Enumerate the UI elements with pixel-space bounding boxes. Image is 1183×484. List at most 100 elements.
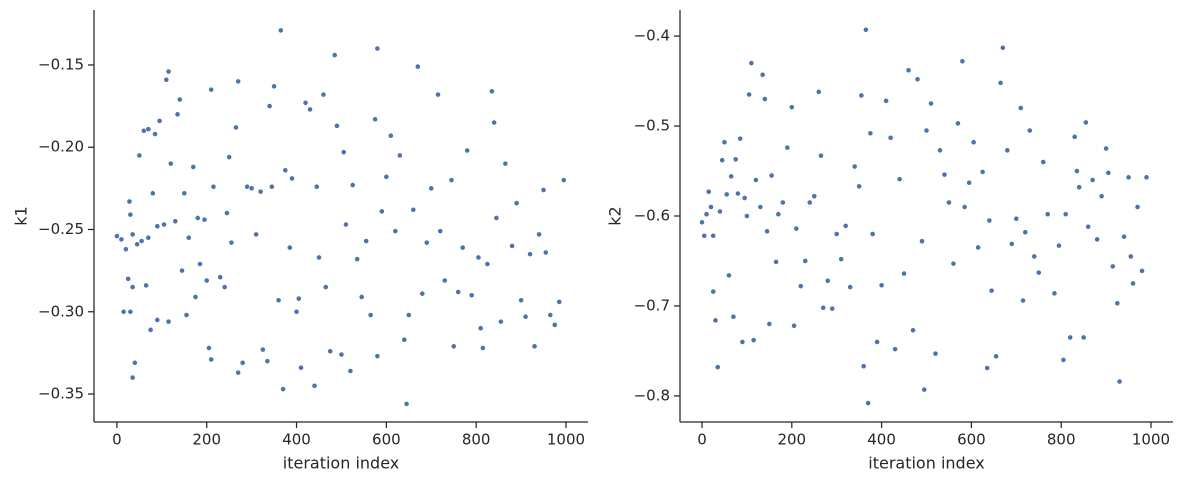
- point: [136, 152, 143, 159]
- point: [710, 232, 717, 239]
- subplot: 0 200 400 600 800 1000 −0.35 −0.30 −0.25 −0.20 −0.…: [12, 10, 588, 473]
- point: [737, 135, 744, 142]
- point: [766, 321, 773, 327]
- point: [477, 325, 484, 332]
- x-axis-label: iteration index: [868, 454, 984, 473]
- point: [194, 215, 201, 221]
- point: [923, 127, 930, 134]
- point: [156, 117, 163, 124]
- point: [354, 256, 361, 263]
- point: [450, 343, 457, 350]
- point: [867, 130, 874, 137]
- point: [176, 96, 183, 103]
- point: [480, 345, 486, 351]
- point: [437, 228, 444, 235]
- point: [313, 183, 320, 190]
- point: [937, 147, 943, 154]
- point: [172, 218, 179, 225]
- point: [374, 45, 381, 52]
- point: [340, 149, 347, 156]
- point: [358, 294, 365, 300]
- point: [401, 336, 408, 343]
- point: [518, 297, 524, 304]
- point: [295, 295, 302, 302]
- point: [127, 211, 134, 218]
- point: [547, 312, 554, 318]
- point: [192, 294, 199, 300]
- point: [719, 157, 726, 164]
- point: [1013, 215, 1020, 222]
- point: [1127, 253, 1134, 260]
- point: [941, 171, 948, 178]
- point: [410, 206, 417, 213]
- point: [901, 270, 907, 277]
- point: [228, 239, 235, 246]
- point: [152, 131, 158, 137]
- point: [1130, 280, 1136, 287]
- point: [235, 369, 242, 376]
- point: [127, 308, 134, 315]
- x-tick-label: 1000: [547, 431, 585, 449]
- y-tick-label: −0.35: [38, 385, 84, 403]
- point: [143, 282, 149, 289]
- point: [147, 326, 154, 333]
- point: [784, 144, 791, 151]
- point: [705, 188, 712, 195]
- point: [824, 277, 831, 284]
- point: [208, 86, 215, 93]
- point: [484, 261, 491, 267]
- point: [266, 103, 273, 109]
- point: [134, 241, 141, 248]
- point: [542, 249, 549, 256]
- point: [268, 183, 275, 190]
- point: [921, 386, 928, 393]
- point: [419, 290, 426, 297]
- point: [842, 222, 849, 229]
- point: [179, 267, 185, 274]
- y-tick-label: −0.30: [38, 302, 84, 320]
- point: [154, 317, 161, 323]
- point: [818, 152, 824, 159]
- point: [986, 217, 993, 224]
- point: [752, 177, 759, 183]
- point: [878, 282, 885, 289]
- point: [806, 199, 813, 206]
- point: [387, 132, 394, 139]
- point: [1071, 133, 1078, 140]
- point: [327, 348, 334, 355]
- point: [367, 312, 374, 318]
- y-tick-label: −0.15: [38, 55, 84, 73]
- point: [717, 208, 723, 215]
- point: [1020, 297, 1026, 304]
- point: [793, 225, 800, 232]
- point: [468, 292, 475, 299]
- point: [914, 76, 921, 83]
- point: [374, 353, 381, 360]
- point: [1051, 290, 1058, 297]
- point: [165, 318, 172, 325]
- point: [1060, 357, 1067, 363]
- point: [396, 152, 403, 159]
- point: [363, 238, 370, 244]
- point: [286, 244, 293, 251]
- point: [161, 221, 167, 228]
- point: [302, 99, 309, 106]
- point: [405, 312, 412, 318]
- point: [129, 284, 136, 290]
- point: [145, 234, 152, 241]
- point: [491, 119, 498, 126]
- y-axis-label: k2: [606, 206, 625, 225]
- y-tick-label: −0.6: [634, 207, 670, 225]
- point: [892, 346, 898, 353]
- point: [955, 120, 961, 127]
- point: [712, 317, 719, 324]
- point: [126, 198, 133, 205]
- point: [1056, 242, 1062, 249]
- point: [320, 91, 327, 98]
- point: [349, 182, 356, 188]
- point: [811, 193, 818, 200]
- point: [183, 312, 190, 318]
- point: [739, 339, 746, 345]
- point: [311, 382, 318, 389]
- point: [820, 304, 827, 311]
